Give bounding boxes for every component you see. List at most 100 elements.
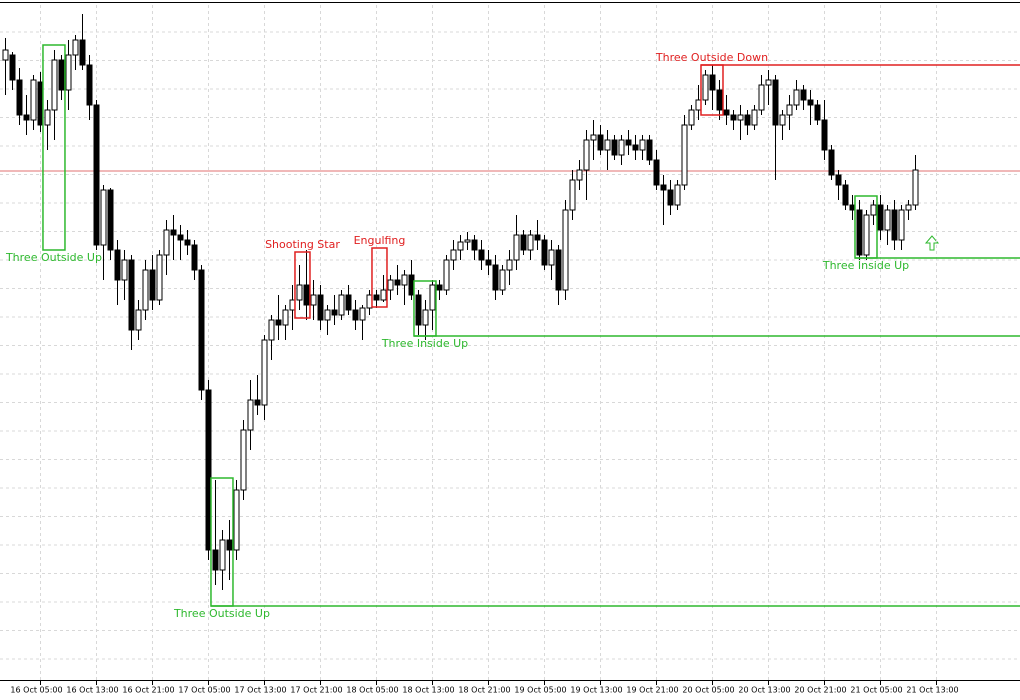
candle-body [93,104,100,246]
candle-body [534,234,541,241]
candle-body [485,259,492,266]
pattern-label: Three Outside Up [173,607,270,620]
candle-body [513,234,520,261]
candle-body [233,489,240,551]
candle-body [72,39,79,56]
x-tick-label: 16 Oct 21:00 [122,686,174,695]
candle-body [800,89,807,101]
x-tick-label: 18 Oct 05:00 [346,686,398,695]
x-tick-label: 17 Oct 13:00 [234,686,286,695]
candle-body [632,144,639,151]
candle-body [65,54,72,91]
candle-body [653,159,660,186]
candle-body [744,114,751,126]
candle-body [730,114,737,121]
x-tick-label: 21 Oct 05:00 [850,686,902,695]
pattern-label: Three Outside Up [5,251,102,264]
candle-body [135,309,142,331]
candle-body [450,249,457,261]
candle-body [625,139,632,146]
candle-body [821,119,828,151]
x-tick-label: 18 Oct 21:00 [458,686,510,695]
candle-body [177,234,184,241]
candle-body [128,259,135,331]
candle-body [779,114,786,126]
pattern-label: Three Inside Up [381,337,468,350]
candle-body [891,209,898,241]
candle-body [835,174,842,186]
candle-body [471,239,478,251]
candle-body [317,294,324,321]
pattern-box [371,247,388,308]
candle-body [394,279,401,286]
candle-body [555,249,562,291]
candle-body [51,59,58,111]
candle-body [352,309,359,321]
candle-body [163,229,170,256]
candle-body [667,189,674,206]
candle-body [807,99,814,106]
candle-body [149,269,156,301]
candle-body [142,269,149,311]
candle-body [373,294,380,301]
candle-body [702,74,709,101]
candle-body [499,269,506,291]
candle-body [9,54,16,81]
candle-body [429,284,436,311]
candle-body [275,319,282,326]
candle-body [562,209,569,291]
candle-body [723,109,730,116]
candle-body [709,74,716,91]
candle-body [114,249,121,281]
candle-body [240,429,247,491]
candle-body [576,169,583,181]
candle-body [2,49,9,61]
pattern-box [294,251,311,319]
candle-body [688,109,695,126]
candle-body [226,539,233,551]
candle-body [618,139,625,156]
x-tick-label: 20 Oct 05:00 [682,686,734,695]
candle-body [758,84,765,111]
candle-body [751,109,758,126]
candle-body [23,114,30,121]
candle-body [464,239,471,243]
candle-body [527,234,534,251]
x-tick-label: 18 Oct 13:00 [402,686,454,695]
candle-body [58,59,65,91]
candle-body [583,139,590,171]
candle-body [303,284,310,306]
candle-body [380,289,387,301]
candle-body [541,239,548,266]
candle-body [436,284,443,291]
x-tick-label: 20 Oct 13:00 [738,686,790,695]
candle-body [912,169,919,206]
candle-body [569,179,576,211]
candle-body [674,184,681,206]
candle-body [296,284,303,301]
pattern-box [42,44,66,251]
x-tick-label: 16 Oct 05:00 [10,686,62,695]
candle-body [884,209,891,231]
candle-body [121,259,128,281]
candle-body [205,389,212,551]
candle-body [457,241,464,251]
candle-body [646,139,653,161]
candle-body [44,109,51,126]
candle-body [898,209,905,241]
pattern-label: Three Outside Down [655,51,768,64]
candle-body [604,139,611,151]
candle-body [597,134,604,151]
candle-body [828,149,835,176]
candle-body [856,209,863,256]
candle-body [282,309,289,326]
candle-body [387,279,394,291]
candle-body [310,294,317,306]
candle-body [905,204,912,211]
candle-body [100,189,107,246]
candle-body [331,309,338,316]
candle-body [415,294,422,326]
candle-body [359,307,366,321]
